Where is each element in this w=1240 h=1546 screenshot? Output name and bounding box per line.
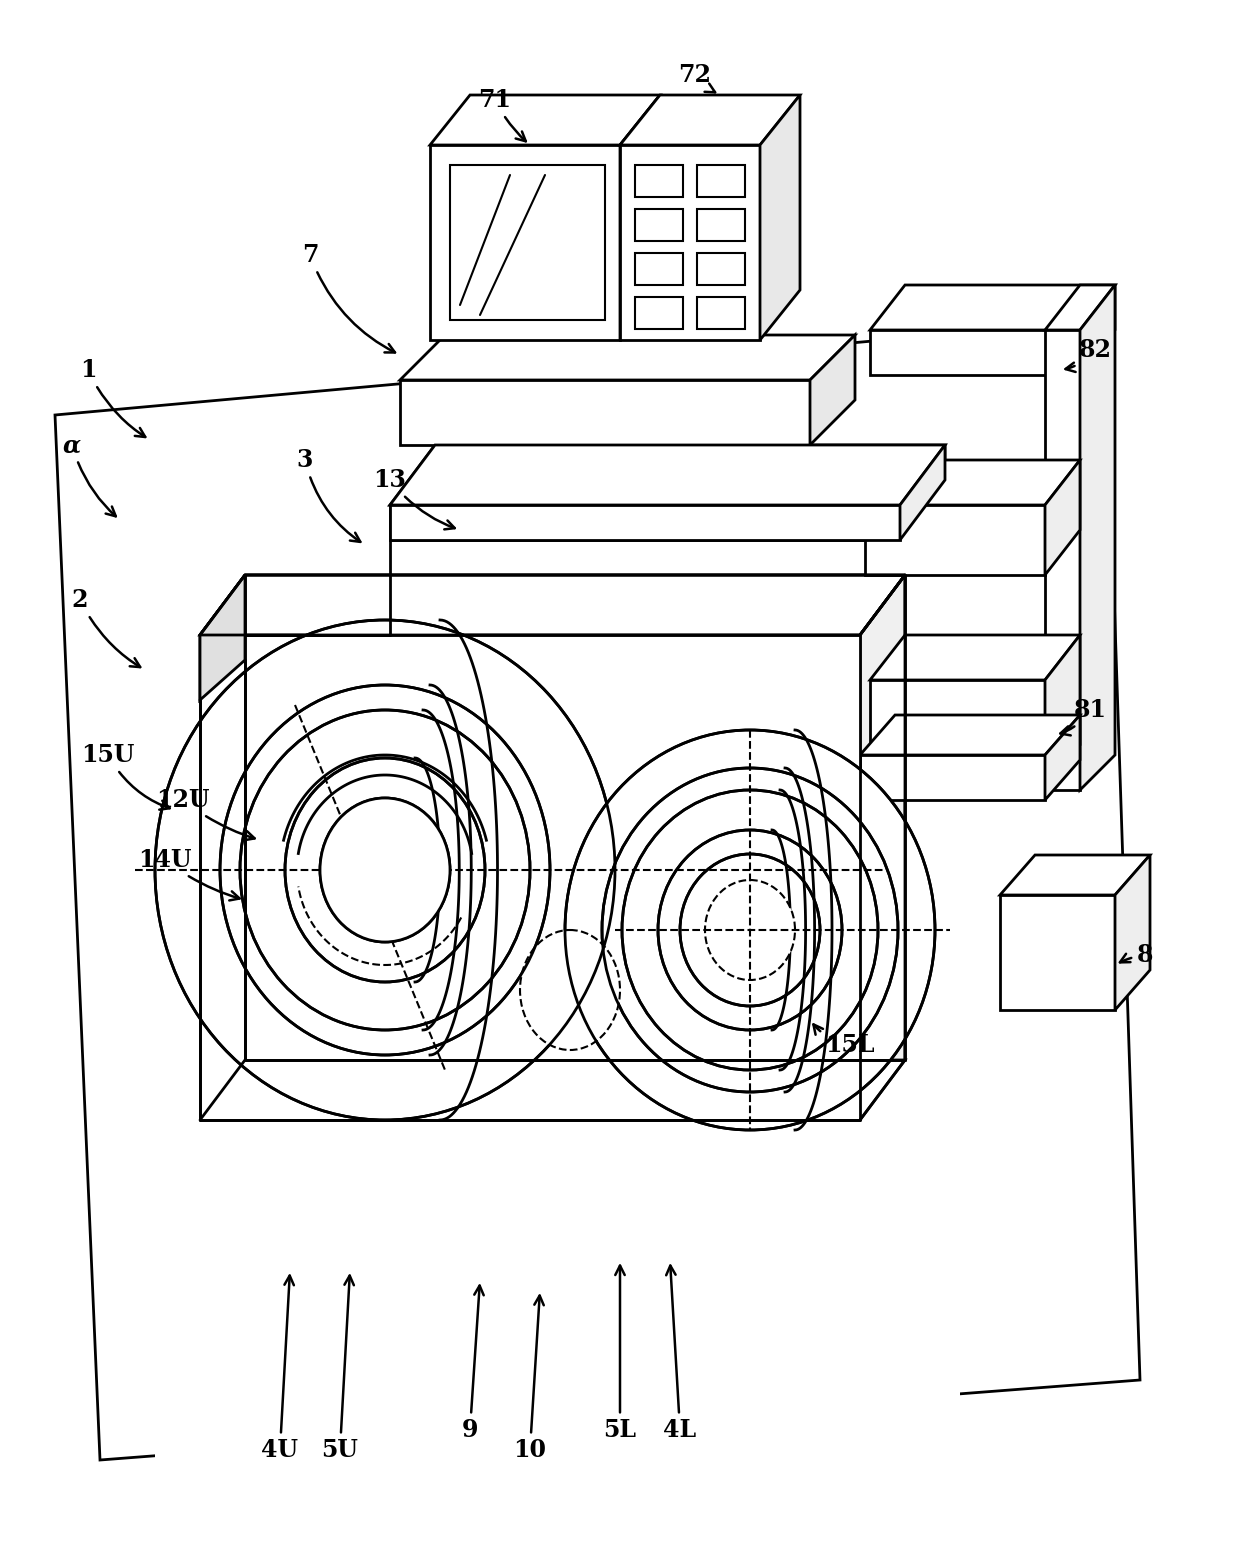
Polygon shape bbox=[1080, 284, 1115, 790]
Polygon shape bbox=[870, 635, 1080, 680]
Polygon shape bbox=[861, 714, 1080, 754]
Text: 81: 81 bbox=[1060, 697, 1106, 736]
Polygon shape bbox=[866, 461, 1080, 506]
Text: 8: 8 bbox=[1120, 943, 1153, 966]
Polygon shape bbox=[697, 165, 745, 196]
Text: 5L: 5L bbox=[604, 1266, 636, 1442]
Text: 3: 3 bbox=[296, 448, 361, 543]
Ellipse shape bbox=[241, 710, 529, 1030]
Polygon shape bbox=[697, 209, 745, 241]
Ellipse shape bbox=[658, 830, 842, 1030]
Ellipse shape bbox=[680, 853, 820, 1006]
Text: 15L: 15L bbox=[813, 1025, 874, 1057]
Polygon shape bbox=[810, 335, 856, 445]
Text: 5U: 5U bbox=[321, 1275, 358, 1463]
Text: 14U: 14U bbox=[138, 849, 239, 900]
Polygon shape bbox=[391, 506, 900, 540]
Text: 15U: 15U bbox=[82, 744, 170, 810]
Text: 1: 1 bbox=[79, 359, 145, 438]
Polygon shape bbox=[1045, 714, 1080, 799]
Polygon shape bbox=[200, 575, 246, 700]
Polygon shape bbox=[697, 297, 745, 329]
Polygon shape bbox=[1080, 284, 1115, 376]
Polygon shape bbox=[200, 635, 861, 1119]
Polygon shape bbox=[200, 1061, 905, 1119]
Polygon shape bbox=[861, 575, 905, 1119]
Polygon shape bbox=[870, 284, 1115, 329]
Polygon shape bbox=[401, 335, 856, 380]
Polygon shape bbox=[620, 145, 760, 340]
Polygon shape bbox=[200, 635, 861, 1061]
Ellipse shape bbox=[155, 620, 615, 1119]
Ellipse shape bbox=[622, 790, 878, 1070]
Polygon shape bbox=[200, 575, 246, 700]
Polygon shape bbox=[697, 254, 745, 284]
Text: α: α bbox=[63, 433, 115, 516]
Polygon shape bbox=[870, 680, 1045, 790]
Text: 4L: 4L bbox=[663, 1266, 697, 1442]
Polygon shape bbox=[635, 209, 683, 241]
Polygon shape bbox=[866, 506, 1045, 575]
Polygon shape bbox=[391, 445, 945, 506]
Polygon shape bbox=[200, 575, 905, 635]
Polygon shape bbox=[635, 165, 683, 196]
Polygon shape bbox=[430, 145, 620, 340]
Polygon shape bbox=[1045, 329, 1080, 790]
Polygon shape bbox=[900, 445, 945, 540]
Text: 71: 71 bbox=[479, 88, 526, 141]
Polygon shape bbox=[870, 329, 1080, 376]
Text: 4U: 4U bbox=[262, 1275, 299, 1463]
Ellipse shape bbox=[285, 758, 485, 982]
Polygon shape bbox=[430, 94, 660, 145]
Text: 13: 13 bbox=[373, 468, 455, 529]
Ellipse shape bbox=[706, 880, 795, 980]
Polygon shape bbox=[1045, 635, 1080, 790]
Polygon shape bbox=[391, 506, 900, 540]
Polygon shape bbox=[620, 94, 800, 145]
Ellipse shape bbox=[601, 768, 898, 1091]
Polygon shape bbox=[861, 754, 1045, 799]
Ellipse shape bbox=[219, 685, 551, 1054]
Text: 2: 2 bbox=[72, 587, 140, 668]
Polygon shape bbox=[155, 1061, 960, 1546]
Ellipse shape bbox=[320, 798, 450, 942]
Text: 12U: 12U bbox=[156, 788, 254, 839]
Polygon shape bbox=[1115, 855, 1149, 1010]
Ellipse shape bbox=[320, 798, 450, 942]
Polygon shape bbox=[760, 94, 800, 340]
Polygon shape bbox=[999, 855, 1149, 895]
Polygon shape bbox=[1045, 284, 1115, 329]
Ellipse shape bbox=[565, 730, 935, 1130]
Polygon shape bbox=[401, 380, 810, 445]
Polygon shape bbox=[620, 94, 660, 340]
Polygon shape bbox=[1045, 461, 1080, 575]
Polygon shape bbox=[635, 254, 683, 284]
Text: 10: 10 bbox=[513, 1296, 547, 1463]
Polygon shape bbox=[635, 297, 683, 329]
Polygon shape bbox=[900, 445, 945, 540]
Polygon shape bbox=[391, 445, 945, 506]
Ellipse shape bbox=[520, 931, 620, 1050]
Text: 9: 9 bbox=[461, 1286, 484, 1442]
Polygon shape bbox=[55, 320, 1140, 1459]
Text: 82: 82 bbox=[1065, 339, 1111, 373]
Text: 72: 72 bbox=[678, 63, 715, 93]
Text: 7: 7 bbox=[301, 243, 396, 352]
Polygon shape bbox=[999, 895, 1115, 1010]
Polygon shape bbox=[450, 165, 605, 320]
